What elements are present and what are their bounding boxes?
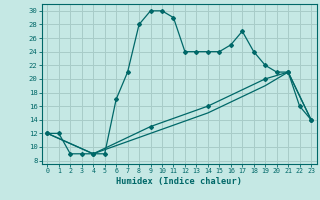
X-axis label: Humidex (Indice chaleur): Humidex (Indice chaleur) [116, 177, 242, 186]
